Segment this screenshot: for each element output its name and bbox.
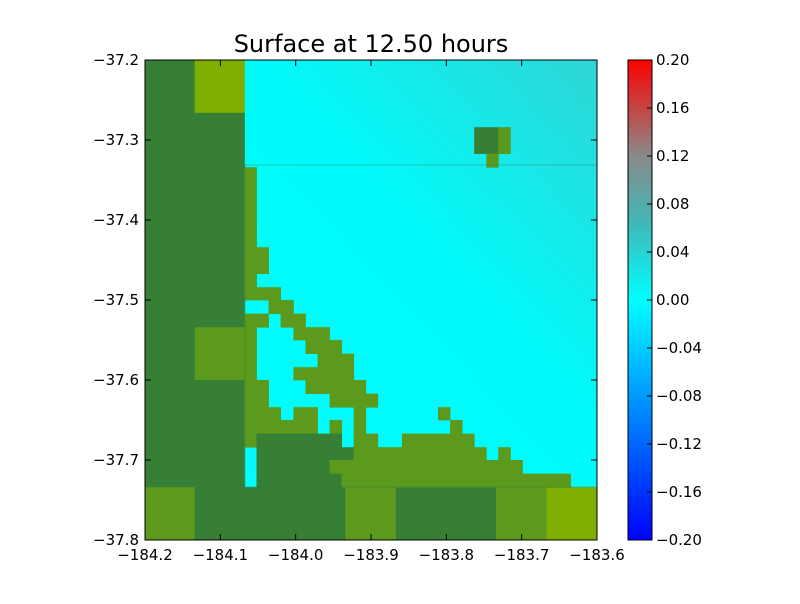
land-cell (244, 193, 257, 248)
land-cell (498, 447, 511, 461)
land-cell (305, 380, 367, 394)
land-cell (244, 380, 269, 408)
land-cell (145, 220, 245, 274)
land-cell (305, 340, 343, 354)
y-tick-label: −37.5 (93, 291, 139, 309)
land-cell (438, 407, 451, 421)
colorbar-tick-label: 0.08 (656, 195, 689, 213)
land-cell (256, 433, 343, 448)
y-tick-label: −37.7 (93, 451, 139, 469)
y-tick-label: −37.8 (93, 531, 139, 549)
land-cell (486, 153, 499, 168)
land-cell (194, 60, 245, 114)
chart-title: Surface at 12.50 hours (234, 30, 509, 58)
x-axis: −184.2 −184.1 −184.0 −183.9 −183.8 −183.7 −183… (117, 60, 625, 564)
colorbar: 0.20 0.16 0.12 0.08 0.04 0.00 −0.04 −0.08 −0.12 −… (627, 51, 702, 549)
land-cell (401, 433, 475, 448)
land-cell (244, 407, 281, 421)
x-tick-label: −183.8 (419, 546, 475, 564)
land-cell (145, 327, 196, 381)
land-cell (293, 367, 355, 381)
land-cell (256, 460, 330, 474)
colorbar-tick-label: 0.20 (656, 51, 689, 69)
land-cell (194, 327, 245, 381)
land-cell (244, 247, 269, 274)
land-cell (329, 420, 343, 434)
colorbar-tick-label: 0.16 (656, 99, 689, 117)
y-tick-label: −37.4 (93, 211, 139, 229)
colorbar-ticks: 0.20 0.16 0.12 0.08 0.04 0.00 −0.04 −0.08 −0.12 −… (647, 51, 702, 549)
land-cell (498, 127, 511, 154)
land-cell (244, 273, 257, 301)
land-cell (329, 393, 379, 408)
land-cell (194, 487, 346, 540)
land-cell (256, 447, 355, 461)
land-cell (244, 313, 269, 328)
land-cell (145, 433, 245, 488)
x-tick-label: −184.1 (193, 546, 249, 564)
land-coarse-layer (145, 60, 597, 540)
land-cell (145, 167, 245, 221)
plot-area (145, 60, 597, 540)
land-cell (341, 473, 572, 488)
land-cell (546, 487, 597, 540)
land-cell (293, 407, 318, 421)
land-cell (353, 420, 367, 434)
land-cell (474, 127, 499, 154)
colorbar-tick-label: −0.20 (656, 531, 702, 549)
land-cell (280, 313, 306, 328)
land-cell (293, 327, 330, 341)
land-cell (145, 487, 196, 540)
land-cell (353, 433, 379, 448)
x-tick-label: −183.6 (569, 546, 625, 564)
land-cell (496, 487, 547, 540)
land-cell (145, 60, 196, 114)
land-cell (244, 167, 257, 194)
land-cell (329, 460, 523, 474)
x-tick-label: −184.0 (268, 546, 324, 564)
land-cell (317, 353, 355, 368)
land-cell (244, 420, 318, 434)
y-tick-label: −37.2 (93, 51, 139, 69)
land-cell (395, 487, 497, 540)
land-cell (244, 433, 257, 448)
land-cell (256, 473, 343, 488)
y-tick-label: −37.3 (93, 131, 139, 149)
land-cell (345, 487, 397, 540)
land-fine-layer (244, 127, 572, 488)
colorbar-tick-label: 0.12 (656, 147, 689, 165)
land-cell (244, 327, 257, 381)
land-cell (145, 380, 245, 434)
land-cell (353, 447, 487, 461)
land-cell (145, 273, 245, 328)
refined-region-outline (244, 164, 597, 488)
x-tick-label: −183.7 (494, 546, 550, 564)
colorbar-tick-label: −0.04 (656, 339, 702, 357)
y-tick-label: −37.6 (93, 371, 139, 389)
land-cell (145, 112, 245, 168)
colorbar-tick-label: 0.04 (656, 243, 689, 261)
colorbar-tick-label: 0.00 (656, 291, 689, 309)
y-axis: −37.2 −37.3 −37.4 −37.5 −37.6 −37.7 −37.8 (93, 51, 597, 549)
land-cell (268, 300, 294, 314)
x-tick-label: −184.2 (117, 546, 173, 564)
land-cell (353, 407, 367, 421)
colorbar-tick-label: −0.12 (656, 435, 702, 453)
colorbar-tick-label: −0.08 (656, 387, 702, 405)
land-cell (450, 420, 463, 434)
colorbar-tick-label: −0.16 (656, 483, 702, 501)
x-tick-label: −183.9 (343, 546, 399, 564)
land-cell (256, 287, 281, 301)
